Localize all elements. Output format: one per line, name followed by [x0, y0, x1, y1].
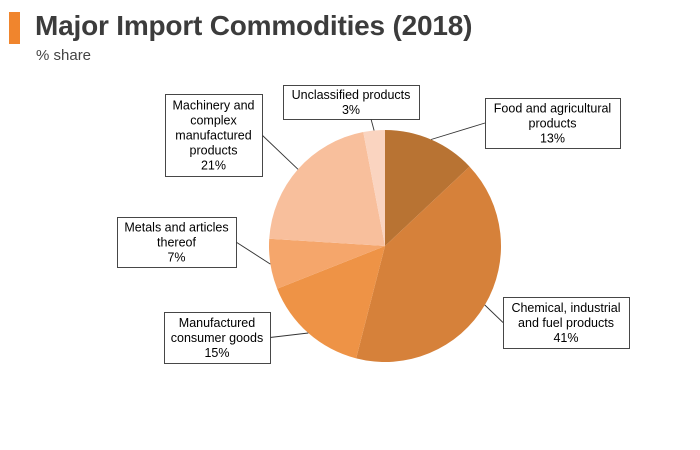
slice-name-label: Unclassified products	[292, 88, 411, 102]
leader-line	[370, 118, 375, 131]
title-accent-bar	[9, 12, 20, 44]
slice-value-label: 15%	[204, 346, 229, 360]
slice-label-box: Machinery andcomplexmanufacturedproducts…	[165, 94, 263, 177]
pie-slice-machinery-and-complex-manufactured-products	[269, 132, 385, 246]
slice-name-label: Machinery and	[173, 99, 255, 113]
slice-name-label: Food and agricultural	[494, 102, 611, 116]
pie-slice-manufactured-consumer-goods	[277, 246, 385, 359]
slice-name-label: Metals and articles	[124, 221, 228, 235]
slice-name-label: manufactured	[175, 129, 251, 143]
slice-name-label: Manufactured	[179, 316, 255, 330]
slice-name-label: products	[529, 117, 577, 131]
chart-subtitle: % share	[36, 47, 92, 64]
slice-name-label: and fuel products	[518, 316, 614, 330]
pie-slice-unclassified-products	[363, 129, 385, 246]
pie-slice-chemical-industrial-and-fuel-products	[356, 166, 502, 363]
slice-name-label: consumer goods	[171, 331, 263, 345]
slice-name-label: products	[190, 144, 238, 158]
pie-slice-metals-and-articles-thereof	[269, 238, 385, 289]
chart-title: Major Import Commodities (2018)	[35, 10, 473, 41]
slice-name-label: Chemical, industrial	[511, 301, 620, 315]
slice-value-label: 21%	[201, 159, 226, 173]
slice-name-label: complex	[190, 114, 237, 128]
slice-value-label: 13%	[540, 132, 565, 146]
slice-value-label: 41%	[553, 331, 578, 345]
leader-line	[261, 134, 299, 170]
slice-value-label: 7%	[167, 251, 185, 265]
pie-slice-food-and-agricultural-products	[385, 129, 470, 246]
leader-line	[484, 304, 504, 323]
slice-name-label: thereof	[157, 236, 196, 250]
leader-line	[269, 332, 309, 338]
leader-line	[235, 241, 271, 265]
slice-value-label: 3%	[342, 103, 360, 117]
leader-line	[430, 122, 486, 140]
